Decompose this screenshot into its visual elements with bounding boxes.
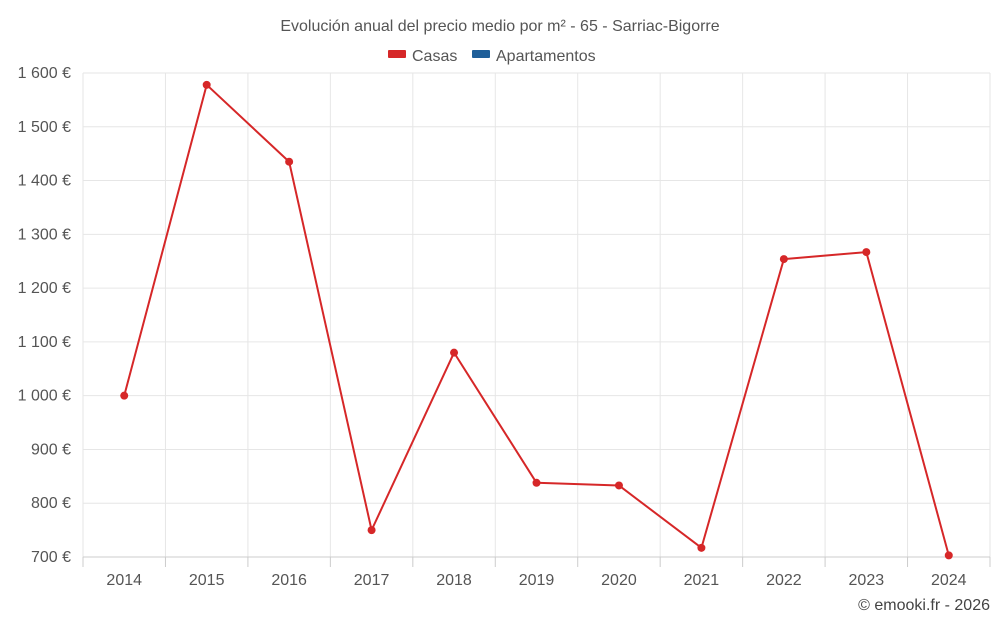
data-point-2016[interactable]: [285, 157, 294, 166]
y-tick-label: 1 000 €: [18, 388, 71, 405]
data-point-2017[interactable]: [367, 526, 376, 535]
y-tick-label: 900 €: [31, 441, 71, 458]
y-tick-label: 1 300 €: [18, 226, 71, 243]
credit-text: © emooki.fr - 2026: [858, 597, 990, 614]
axes: 700 € 800 € 900 € 1 000 € 1 100 € 1 200 € 1 30…: [18, 65, 991, 589]
y-tick-label: 1 600 €: [18, 65, 71, 82]
chart-title: Evolución anual del precio medio por m² …: [280, 18, 719, 35]
y-tick-label: 1 400 €: [18, 173, 71, 190]
data-point-2014[interactable]: [120, 391, 129, 400]
data-point-2023[interactable]: [862, 248, 871, 257]
data-point-2020[interactable]: [614, 481, 623, 490]
series-casas: [120, 80, 953, 560]
x-tick-label: 2014: [106, 572, 142, 589]
data-point-2018[interactable]: [450, 348, 459, 357]
data-point-2015[interactable]: [202, 80, 211, 89]
data-point-2022[interactable]: [779, 255, 788, 264]
y-tick-label: 800 €: [31, 495, 71, 512]
x-tick-label: 2019: [519, 572, 555, 589]
y-tick-label: 1 100 €: [18, 334, 71, 351]
data-point-2021[interactable]: [697, 543, 706, 552]
y-tick-label: 1 500 €: [18, 119, 71, 136]
x-tick-label: 2023: [849, 572, 885, 589]
legend: Casas Apartamentos: [388, 48, 596, 65]
x-tick-label: 2015: [189, 572, 225, 589]
data-point-2019[interactable]: [532, 478, 541, 487]
y-tick-label: 1 200 €: [18, 280, 71, 297]
data-point-2024[interactable]: [944, 551, 953, 560]
x-tick-label: 2016: [271, 572, 307, 589]
legend-swatch-casas: [388, 50, 406, 58]
legend-swatch-apartamentos: [472, 50, 490, 58]
x-tick-label: 2020: [601, 572, 637, 589]
legend-label-casas: Casas: [412, 48, 457, 65]
x-tick-label: 2018: [436, 572, 472, 589]
y-tick-label: 700 €: [31, 549, 71, 566]
grid: [82, 72, 991, 557]
legend-item-casas[interactable]: Casas: [388, 48, 457, 65]
x-tick-label: 2024: [931, 572, 967, 589]
x-tick-label: 2021: [684, 572, 720, 589]
x-tick-label: 2017: [354, 572, 390, 589]
legend-item-apartamentos[interactable]: Apartamentos: [472, 48, 596, 65]
x-tick-label: 2022: [766, 572, 802, 589]
legend-label-apartamentos: Apartamentos: [496, 48, 596, 65]
